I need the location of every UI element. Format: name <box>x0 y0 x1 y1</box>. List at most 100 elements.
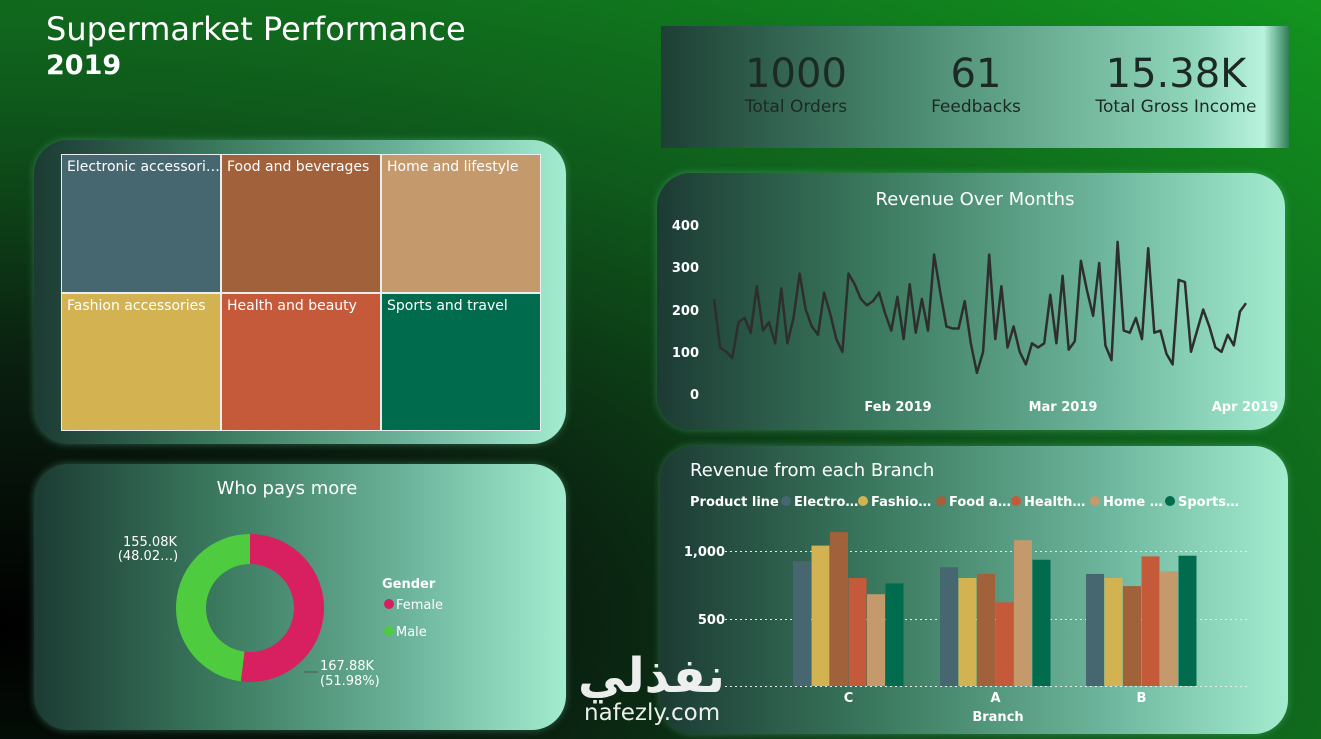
x-axis-title: Branch <box>972 710 1023 725</box>
gender-donut-panel: Who pays more 155.08K (48.02…) 167.88K (… <box>34 464 566 730</box>
tile-label: Home and lifestyle <box>387 159 519 175</box>
bar-B-3[interactable] <box>1141 556 1160 686</box>
female-pct-label: (51.98%) <box>320 674 380 689</box>
legend-item-product-0[interactable]: Electro… <box>781 495 858 510</box>
bar-A-4[interactable] <box>1014 540 1032 686</box>
donut-slice-female[interactable] <box>240 534 324 682</box>
donut-legend-title: Gender <box>382 577 436 592</box>
bar-A-1[interactable] <box>958 578 977 686</box>
bar-C-2[interactable] <box>830 532 848 686</box>
y-tick: 300 <box>672 261 699 276</box>
bar-C-3[interactable] <box>848 578 867 686</box>
nafezly-watermark: نفذلي nafezly.com <box>578 652 725 726</box>
y-tick: 1,000 <box>684 545 725 560</box>
revenue-line-chart: 400 300 200 100 0 Feb 2019 Mar 2019 Apr … <box>672 219 1279 415</box>
treemap-tile-health[interactable]: Health and beauty <box>221 293 381 431</box>
product-line-treemap: Electronic accessori… Food and beverages… <box>61 154 541 431</box>
legend-item-female[interactable]: Female <box>384 598 443 613</box>
legend-item-product-3[interactable]: Health… <box>1011 495 1085 510</box>
legend-swatch <box>858 496 868 506</box>
tile-label: Electronic accessori… <box>67 159 220 175</box>
bar-B-2[interactable] <box>1123 586 1141 686</box>
kpi-value: 15.38K <box>1105 51 1247 97</box>
line-title: Revenue Over Months <box>875 189 1075 210</box>
y-tick: 200 <box>672 304 699 319</box>
y-tick: 500 <box>698 613 725 628</box>
watermark-url: nafezly.com <box>584 700 721 726</box>
tile-label: Food and beverages <box>227 159 370 175</box>
tile-label: Sports and travel <box>387 298 508 314</box>
y-tick: 0 <box>690 388 699 403</box>
kpi-value: 1000 <box>745 51 847 97</box>
bar-A-5[interactable] <box>1032 559 1051 686</box>
bar-B-1[interactable] <box>1104 578 1123 686</box>
bar-C-1[interactable] <box>811 545 830 686</box>
legend-item-product-1[interactable]: Fashio… <box>858 495 931 510</box>
x-tick: Mar 2019 <box>1029 400 1098 415</box>
branch-bar-chart: Product line Electro… Fashio… Food a… Healt… <box>684 495 1250 725</box>
legend-swatch <box>936 496 946 506</box>
donut-title: Who pays more <box>216 478 358 499</box>
bar-A-0[interactable] <box>940 567 958 686</box>
legend-label-female: Female <box>396 598 443 613</box>
legend-label: Health… <box>1024 495 1085 510</box>
treemap-tile-electronic[interactable]: Electronic accessori… <box>61 154 221 293</box>
treemap-tile-sports[interactable]: Sports and travel <box>381 293 541 431</box>
tile-label: Fashion accessories <box>67 298 206 314</box>
x-tick-branch: B <box>1137 691 1147 706</box>
treemap-tile-fashion[interactable]: Fashion accessories <box>61 293 221 431</box>
watermark-arabic: نفذلي <box>578 648 725 704</box>
male-pct-label: (48.02…) <box>118 549 178 564</box>
bar-C-0[interactable] <box>793 561 811 686</box>
treemap-tile-food[interactable]: Food and beverages <box>221 154 381 293</box>
donut-chart: 155.08K (48.02…) 167.88K (51.98%) Gender… <box>118 534 443 689</box>
kpi-total-gross-income: 15.38K Total Gross Income <box>1086 52 1266 118</box>
x-tick-branch: A <box>990 691 1000 706</box>
legend-item-product-5[interactable]: Sports… <box>1165 495 1239 510</box>
kpi-value: 61 <box>950 51 1002 97</box>
bar-A-2[interactable] <box>977 573 995 686</box>
bar-B-5[interactable] <box>1178 555 1197 686</box>
bar-legend-title: Product line <box>690 495 779 510</box>
male-value-label: 155.08K <box>123 535 177 550</box>
branch-bar-panel: Revenue from each Branch Product line El… <box>660 446 1288 734</box>
donut-slice-male[interactable] <box>175 534 250 682</box>
kpi-total-orders: 1000 Total Orders <box>731 52 861 118</box>
kpi-label: Feedbacks <box>931 97 1021 117</box>
y-tick: 100 <box>672 346 699 361</box>
x-tick: Apr 2019 <box>1212 400 1279 415</box>
female-value-label: 167.88K <box>320 659 374 674</box>
bar-C-4[interactable] <box>867 594 885 686</box>
legend-swatch <box>1090 496 1100 506</box>
legend-label: Sports… <box>1178 495 1239 510</box>
legend-swatch <box>1165 496 1175 506</box>
revenue-series-line[interactable] <box>712 240 1248 375</box>
legend-item-product-4[interactable]: Home … <box>1090 495 1163 510</box>
page-title: Supermarket Performance <box>46 10 466 48</box>
treemap-tile-home[interactable]: Home and lifestyle <box>381 154 541 293</box>
bar-B-4[interactable] <box>1160 571 1178 686</box>
bar-title: Revenue from each Branch <box>690 460 935 481</box>
tile-label: Health and beauty <box>227 298 357 314</box>
revenue-line-panel: Revenue Over Months 400 300 200 100 0 Fe… <box>657 173 1285 430</box>
y-tick: 400 <box>672 219 699 234</box>
legend-swatch <box>781 496 791 506</box>
kpi-feedbacks: 61 Feedbacks <box>916 52 1036 118</box>
legend-item-product-2[interactable]: Food a… <box>936 495 1011 510</box>
x-tick-branch: C <box>844 691 854 706</box>
kpi-card: 1000 Total Orders 61 Feedbacks 15.38K To… <box>661 26 1289 148</box>
legend-label-male: Male <box>396 625 427 640</box>
kpi-label: Total Orders <box>744 97 848 117</box>
bar-B-0[interactable] <box>1086 573 1104 686</box>
legend-label: Home … <box>1103 495 1163 510</box>
female-swatch <box>384 599 394 609</box>
legend-item-male[interactable]: Male <box>384 625 427 640</box>
legend-label: Fashio… <box>871 495 931 510</box>
legend-label: Food a… <box>949 495 1011 510</box>
bar-A-3[interactable] <box>995 602 1014 686</box>
bar-C-5[interactable] <box>885 583 904 686</box>
x-tick: Feb 2019 <box>864 400 931 415</box>
legend-swatch <box>1011 496 1021 506</box>
legend-label: Electro… <box>794 495 858 510</box>
page-subtitle-year: 2019 <box>46 50 122 81</box>
